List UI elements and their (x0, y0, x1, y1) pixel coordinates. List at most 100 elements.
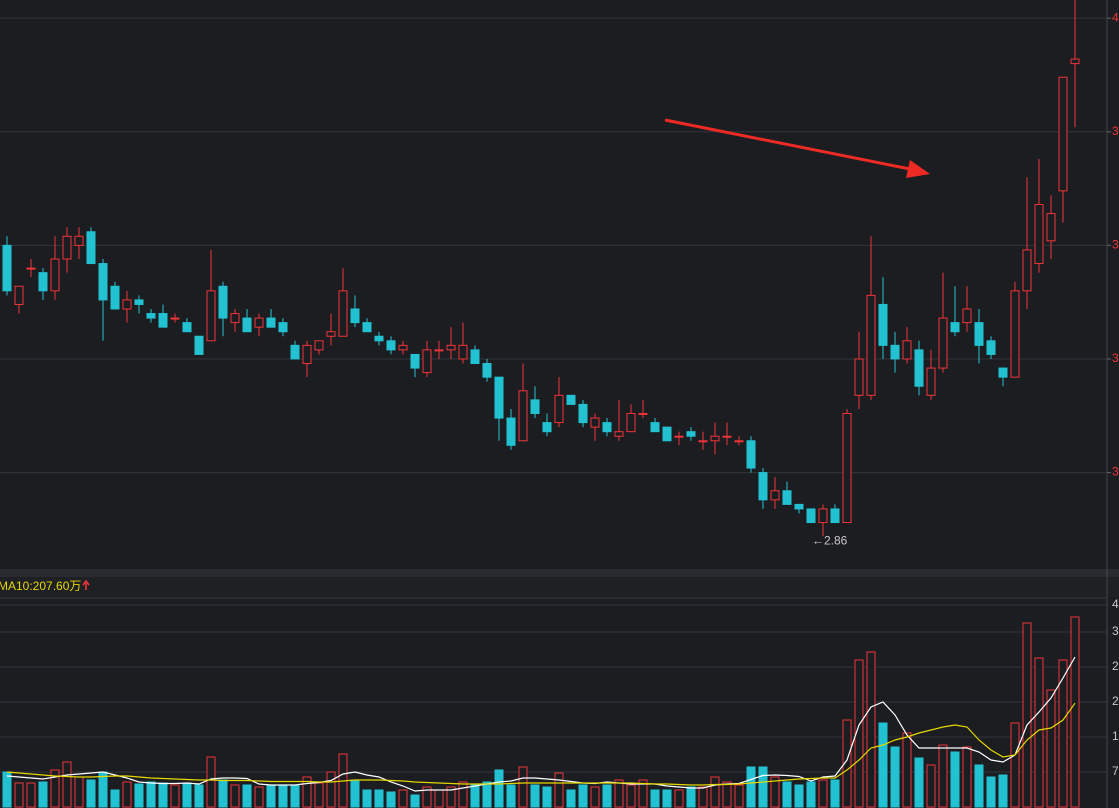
volume-bar (518, 766, 528, 808)
y-tick-label: 280 (1112, 659, 1119, 673)
candle-body (122, 299, 132, 310)
volume-bar (722, 781, 732, 808)
candle-body (218, 285, 228, 319)
candle-body (626, 413, 636, 433)
candle-body (1022, 249, 1032, 292)
volume-bar (206, 756, 216, 808)
volume-bar (242, 784, 252, 808)
volume-bar (602, 784, 612, 808)
y-tick-label: 3.50 (1112, 238, 1119, 252)
volume-bar (86, 779, 96, 808)
candle-body (230, 313, 240, 324)
candle-body (434, 349, 444, 352)
volume-bar (410, 794, 420, 808)
volume-bar (458, 781, 468, 808)
volume-bar (98, 771, 108, 808)
candle-body (590, 417, 600, 428)
candle-body (650, 422, 660, 433)
candle-body (158, 313, 168, 328)
y-tick-label: 404 (1112, 597, 1119, 611)
volume-bar (590, 786, 600, 808)
volume-bar (182, 782, 192, 808)
candle-body (974, 322, 984, 346)
candle-body (2, 244, 12, 292)
candle-body (1010, 290, 1020, 378)
volume-bar (470, 784, 480, 808)
volume-bar (1010, 722, 1020, 808)
volume-bar (122, 781, 132, 808)
volume-bar (278, 784, 288, 808)
moving-average-line (6, 656, 1076, 792)
candle-body (506, 417, 516, 446)
volume-bar (794, 784, 804, 808)
volume-bar (434, 789, 444, 808)
candle-body (362, 322, 372, 333)
volume-bar (842, 719, 852, 808)
volume-bar (554, 772, 564, 808)
volume-bar (686, 786, 696, 808)
candle-body (194, 335, 204, 355)
y-tick-label: 140 (1112, 729, 1119, 743)
candle-body (614, 431, 624, 437)
volume-bar (218, 779, 228, 808)
volume-bar (542, 786, 552, 808)
volume-bar (194, 784, 204, 808)
candle-body (554, 394, 564, 424)
candle-body (746, 440, 756, 469)
volume-bar (962, 746, 972, 808)
volume-bar (1022, 622, 1032, 808)
candle-body (686, 431, 696, 437)
candle-body (386, 340, 396, 351)
candle-body (950, 322, 960, 333)
volume-bar (674, 789, 684, 808)
volume-bar (926, 764, 936, 808)
candle-body (98, 263, 108, 301)
volume-bar (506, 784, 516, 808)
candle-body (710, 435, 720, 442)
candle-body (830, 508, 840, 524)
panel-separator (0, 569, 1119, 577)
candle-body (182, 322, 192, 333)
candle-body (338, 290, 348, 337)
volume-bar (986, 776, 996, 808)
volume-bar (254, 786, 264, 808)
volume-bar (782, 781, 792, 808)
candle-body (374, 335, 384, 342)
candle-body (278, 322, 288, 333)
annotation-arrowhead (906, 160, 930, 178)
moving-average-line (6, 702, 1076, 786)
volume-header-bar (0, 577, 1119, 597)
candle-body (26, 267, 36, 270)
volume-bar (362, 789, 372, 808)
volume-bar (1070, 616, 1080, 808)
volume-bar (158, 782, 168, 808)
candle-body (458, 344, 468, 360)
volume-bar (110, 789, 120, 808)
volume-bar (146, 781, 156, 808)
candle-body (86, 231, 96, 265)
candle-body (566, 394, 576, 405)
volume-bar (710, 776, 720, 808)
volume-bar (170, 784, 180, 808)
y-tick-label: 4.00 (1112, 10, 1119, 24)
volume-bar (38, 781, 48, 808)
volume-bar (914, 757, 924, 808)
candle-body (1046, 213, 1056, 242)
candle-body (962, 308, 972, 324)
candle-body (326, 331, 336, 337)
volume-bar (878, 722, 888, 808)
volume-bar (290, 784, 300, 808)
candle-body (938, 317, 948, 369)
volume-bar (302, 776, 312, 808)
volume-bar (998, 774, 1008, 808)
volume-bar (482, 781, 492, 808)
volume-bar (1058, 659, 1068, 808)
volume-bar (314, 782, 324, 808)
y-tick-label: 210 (1112, 694, 1119, 708)
candle-body (110, 285, 120, 310)
volume-bar (866, 651, 876, 808)
candle-body (62, 235, 72, 260)
y-tick-label: 3.00 (1112, 465, 1119, 479)
candle-body (986, 340, 996, 355)
volume-bar (2, 771, 12, 808)
